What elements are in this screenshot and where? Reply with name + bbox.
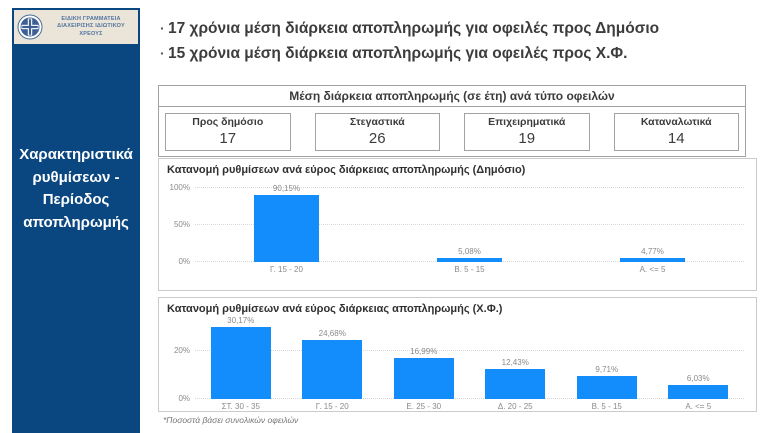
- gridline: [195, 187, 744, 188]
- plot-area: 0% 50% 100% 90,15% 5,08% 4,77%: [170, 183, 744, 266]
- chart-title: Κατανομή ρυθμίσεων ανά εύρος διάρκειας α…: [167, 303, 503, 315]
- summary-cell-value: 14: [667, 130, 685, 147]
- gridline: [195, 224, 744, 225]
- chart-panel-public-debt: Κατανομή ρυθμίσεων ανά εύρος διάρκειας α…: [158, 158, 757, 291]
- bullet-dot: ·: [160, 20, 165, 36]
- greek-flag-emblem-icon: [17, 14, 43, 40]
- key-findings: · 17 χρόνια μέση διάρκεια αποπληρωμής γι…: [160, 16, 760, 66]
- category-axis: ΣΤ. 30 - 35 Γ. 15 - 20 Ε. 25 - 30 Δ. 20 - 2…: [195, 402, 744, 411]
- sidebar-title-line: αποπληρωμής: [23, 213, 129, 231]
- category-label: Γ. 15 - 20: [270, 265, 303, 274]
- org-name: ΕΙΔΙΚΗ ΓΡΑΜΜΑΤΕΙΑ ΔΙΑΧΕΙΡΙΣΗΣ ΙΔΙΩΤΙΚΟΥ …: [47, 16, 135, 37]
- summary-table: Μέση διάρκεια αποπληρωμής (σε έτη) ανά τ…: [158, 85, 746, 157]
- bar-column: 6,03%: [653, 321, 745, 399]
- category-label: Ε. 25 - 30: [406, 402, 442, 411]
- bullet-dot: ·: [160, 45, 165, 61]
- gridline: [195, 398, 744, 399]
- category-label: ΣΤ. 30 - 35: [221, 402, 260, 411]
- category-label: Β. 5 - 15: [591, 402, 622, 411]
- bar-value-label: 90,15%: [272, 184, 301, 194]
- y-tick-label: 0%: [178, 394, 190, 403]
- category-label: Α. <= 5: [685, 402, 712, 411]
- bar: [576, 375, 637, 399]
- bar: [485, 369, 546, 399]
- bar: [620, 258, 685, 262]
- summary-cell-label: Προς δημόσιο: [192, 116, 264, 128]
- summary-cell-public: Προς δημόσιο 17: [165, 113, 291, 151]
- summary-cell-consumer: Καταναλωτικά 14: [613, 113, 739, 151]
- summary-cell-label: Επιχειρηματικά: [488, 116, 566, 128]
- bullet-item: · 17 χρόνια μέση διάρκεια αποπληρωμής γι…: [160, 16, 760, 41]
- bar: [210, 326, 271, 399]
- sidebar-title-line: ρυθμίσεων -: [32, 168, 120, 186]
- bar-column: 24,68%: [287, 321, 379, 399]
- sidebar-title-line: Περίοδος: [42, 191, 110, 208]
- bar-columns: 90,15% 5,08% 4,77%: [195, 184, 744, 262]
- category-label: Δ. 20 - 25: [497, 402, 533, 411]
- bar: [393, 358, 454, 399]
- plot-area: 0% 20% 30,17% 24,68% 16,99% 12,43% 9,71% 6,03%: [174, 316, 745, 403]
- bar-columns: 30,17% 24,68% 16,99% 12,43% 9,71% 6,03%: [195, 316, 745, 399]
- summary-cell-value: 19: [518, 130, 536, 147]
- bar: [302, 339, 363, 399]
- bar-column: 4,77%: [561, 188, 744, 262]
- org-name-line: ΧΡΕΟΥΣ: [79, 30, 103, 37]
- summary-cell-business: Επιχειρηματικά 19: [464, 113, 590, 151]
- chart-title: Κατανομή ρυθμίσεων ανά εύρος διάρκειας α…: [167, 164, 526, 176]
- y-tick-label: 0%: [178, 257, 190, 266]
- bullet-text: 15 χρόνια μέση διάρκεια αποπληρωμής για …: [168, 45, 628, 62]
- bar-value-label: 9,71%: [595, 364, 619, 374]
- org-logo: ΕΙΔΙΚΗ ΓΡΑΜΜΑΤΕΙΑ ΔΙΑΧΕΙΡΙΣΗΣ ΙΔΙΩΤΙΚΟΥ …: [14, 10, 138, 44]
- sidebar-section-title: Χαρακτηριστικά ρυθμίσεων - Περίοδος αποπ…: [12, 144, 140, 234]
- y-tick-label: 50%: [173, 220, 190, 229]
- summary-cell-label: Καταναλωτικά: [640, 116, 712, 128]
- bar-value-label: 6,03%: [686, 373, 710, 383]
- bar-column: 30,17%: [195, 316, 287, 399]
- y-tick-label: 100%: [169, 183, 190, 192]
- bar: [437, 258, 502, 262]
- sidebar-title-line: Χαρακτηριστικά: [19, 146, 133, 163]
- org-name-line: ΔΙΑΧΕΙΡΙΣΗΣ ΙΔΙΩΤΙΚΟΥ: [57, 23, 125, 30]
- bar-value-label: 4,77%: [641, 247, 664, 257]
- category-label: Β. 5 - 15: [454, 265, 485, 274]
- bar-column: 90,15%: [195, 184, 378, 262]
- sidebar: ΕΙΔΙΚΗ ΓΡΑΜΜΑΤΕΙΑ ΔΙΑΧΕΙΡΙΣΗΣ ΙΔΙΩΤΙΚΟΥ …: [12, 8, 140, 433]
- bar-value-label: 12,43%: [501, 358, 529, 368]
- category-label: Α. <= 5: [639, 265, 666, 274]
- footnote: *Ποσοστά βάσει συνολικών οφειλών: [163, 415, 299, 425]
- org-name-line: ΕΙΔΙΚΗ ΓΡΑΜΜΑΤΕΙΑ: [61, 16, 121, 23]
- chart-panel-private-debt: Κατανομή ρυθμίσεων ανά εύρος διάρκειας α…: [158, 297, 757, 412]
- summary-table-cells: Προς δημόσιο 17 Στεγαστικά 26 Επιχειρημα…: [159, 107, 745, 156]
- y-tick-label: 20%: [173, 346, 190, 355]
- category-label: Γ. 15 - 20: [315, 402, 349, 411]
- bullet-item: · 15 χρόνια μέση διάρκεια αποπληρωμής γι…: [160, 41, 760, 66]
- summary-cell-mortgage: Στεγαστικά 26: [314, 113, 440, 151]
- bar-value-label: 16,99%: [410, 347, 438, 357]
- bullet-text: 17 χρόνια μέση διάρκεια αποπληρωμής για …: [168, 20, 660, 37]
- category-axis: Γ. 15 - 20 Β. 5 - 15 Α. <= 5: [195, 265, 744, 274]
- summary-table-title: Μέση διάρκεια αποπληρωμής (σε έτη) ανά τ…: [159, 86, 745, 107]
- summary-cell-value: 17: [219, 130, 237, 147]
- bar-column: 9,71%: [561, 321, 653, 399]
- bar: [668, 384, 729, 399]
- summary-cell-label: Στεγαστικά: [349, 116, 405, 128]
- gridline: [195, 350, 744, 351]
- bar-column: 16,99%: [378, 321, 470, 399]
- bar-column: 12,43%: [470, 321, 562, 399]
- summary-cell-value: 26: [368, 130, 386, 147]
- bar-value-label: 5,08%: [458, 247, 481, 257]
- bar-value-label: 30,17%: [227, 315, 255, 325]
- bar-column: 5,08%: [378, 188, 561, 262]
- bar-value-label: 24,68%: [318, 328, 346, 338]
- bar: [254, 195, 319, 262]
